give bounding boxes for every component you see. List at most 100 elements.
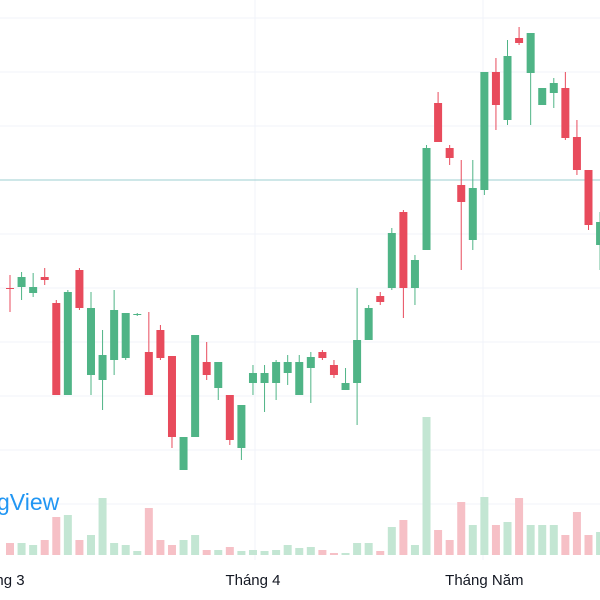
candle-body [549, 83, 558, 93]
volume-bar [584, 535, 593, 555]
candle-body [434, 103, 443, 142]
volume-bar [283, 545, 292, 555]
volume-bar [248, 550, 257, 555]
x-tick-label: Tháng Năm [445, 572, 523, 589]
candle-body [179, 437, 188, 470]
volume-bar [376, 551, 385, 555]
volume-bar [353, 543, 362, 555]
volume-bar [318, 550, 327, 555]
candle-body [63, 292, 72, 395]
volume-bar [86, 535, 95, 555]
volume-bar [457, 502, 466, 555]
volume-bar [572, 512, 581, 555]
volume-bar [434, 530, 443, 555]
candle-body [387, 233, 396, 288]
candle-body [202, 362, 211, 375]
volume-bar [191, 535, 200, 555]
candle-body [526, 33, 535, 73]
candle-body [480, 72, 489, 190]
volume-bar [121, 545, 130, 555]
candle-body [17, 277, 26, 287]
candle-body [561, 88, 570, 138]
candle-body [572, 137, 581, 170]
candle-body [445, 148, 454, 158]
volume-bar [202, 550, 211, 555]
volume-bar [40, 540, 49, 555]
candle-body [491, 72, 500, 105]
candle-body [364, 308, 373, 340]
volume-bar [549, 525, 558, 555]
candle-body [329, 365, 338, 375]
volume-bar [364, 543, 373, 555]
volume-bar [6, 543, 14, 555]
volume-bar [468, 525, 477, 555]
volume-bar [144, 508, 153, 555]
candle-body [156, 330, 165, 358]
volume-bar [237, 551, 246, 555]
volume-bar [526, 525, 535, 555]
candle-body [318, 352, 327, 358]
volume-bar [422, 417, 431, 555]
volume-bar [52, 517, 61, 555]
candle-body [538, 88, 547, 105]
candle-body [6, 288, 14, 289]
candle-body [353, 340, 362, 383]
candle-body [40, 277, 49, 280]
candle-body [515, 38, 524, 43]
volume-bar [341, 553, 350, 555]
volume-bar [214, 550, 223, 555]
candle-body [596, 222, 600, 245]
candle-body [422, 148, 431, 250]
volume-bar [480, 497, 489, 555]
volume-bar [133, 551, 142, 555]
volume-bar [225, 547, 234, 555]
volume-bar [17, 543, 26, 555]
volume-bar [538, 525, 547, 555]
volume-bar [329, 553, 338, 555]
volume-bar [63, 515, 72, 555]
candle-body [133, 314, 142, 315]
candle-body [237, 405, 246, 448]
volume-bar [491, 525, 500, 555]
volume-bar [110, 543, 119, 555]
x-tick-label: Tháng 4 [225, 572, 280, 589]
candle-body [376, 296, 385, 302]
candle-body [399, 212, 408, 288]
candle-body [341, 383, 350, 390]
volume-bar [272, 550, 281, 555]
candle-body [260, 373, 269, 383]
volume-bar [306, 547, 315, 555]
volume-bar [167, 545, 176, 555]
candle-body [86, 308, 95, 375]
candle-body [306, 357, 315, 368]
candle-body [75, 270, 84, 308]
volume-bar [29, 545, 38, 555]
candle-body [584, 170, 593, 225]
candle-body [214, 362, 223, 388]
volume-bar [75, 540, 84, 555]
volume-bar [503, 522, 512, 555]
volume-bar [260, 551, 269, 555]
volume-bar [515, 498, 524, 555]
candle-body [110, 310, 119, 360]
candle-body [295, 362, 304, 395]
volume-bar [399, 520, 408, 555]
candle-body [272, 362, 281, 383]
volume-bar [295, 548, 304, 555]
candle-body [52, 303, 61, 395]
candle-body [98, 355, 107, 380]
volume-bar [410, 545, 419, 555]
volume-bar [179, 540, 188, 555]
volume-bar [156, 540, 165, 555]
candle-body [468, 188, 477, 240]
candle-body [121, 313, 130, 358]
candle-body [503, 56, 512, 120]
candle-body [225, 395, 234, 440]
x-tick-label: ng 3 [0, 572, 25, 589]
candle-body [167, 356, 176, 437]
volume-bar [561, 535, 570, 555]
candle-body [283, 362, 292, 373]
candle-body [457, 185, 466, 202]
volume-bar [98, 498, 107, 555]
